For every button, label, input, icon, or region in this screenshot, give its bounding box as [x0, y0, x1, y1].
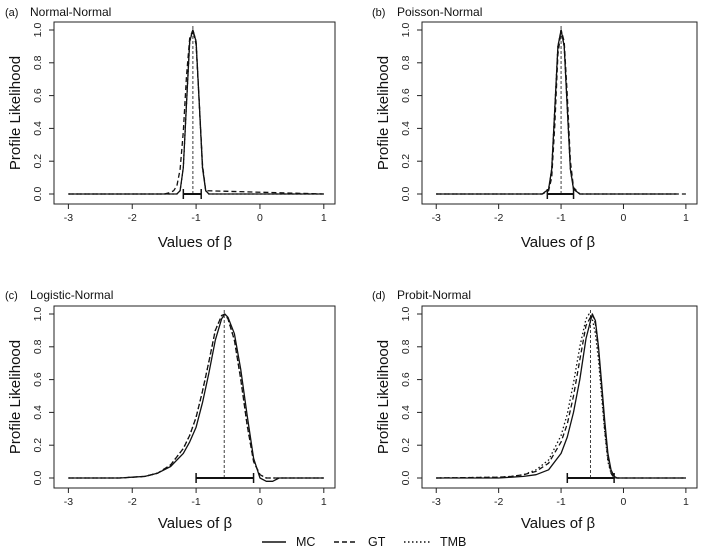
panel-b: (b) Poisson-Normal Values of β Profile L… — [372, 5, 698, 251]
x-tick-label: -2 — [494, 212, 503, 224]
panel-b-plot: -3 -2 -1 0 1 0.0 0.2 0.4 0.6 0.8 1.0 — [400, 23, 689, 224]
y-tick-label: 0.6 — [32, 372, 44, 387]
series-gt-line — [68, 29, 324, 195]
legend: MC GT TMB — [262, 535, 466, 549]
panel-c-xlabel: Values of β — [158, 515, 233, 532]
panel-a-frame — [53, 21, 336, 205]
x-tick-label: 1 — [683, 212, 689, 224]
series-tmb-line — [68, 313, 324, 479]
x-tick-label: -1 — [191, 212, 200, 224]
panel-d-xlabel: Values of β — [521, 515, 596, 532]
panel-a-title: Normal-Normal — [30, 5, 111, 19]
y-tick-label: 1.0 — [400, 23, 412, 38]
panel-d-frame — [421, 305, 698, 489]
panel-a: (a) Normal-Normal Values of β Profile Li… — [5, 5, 336, 251]
x-tick-label: 0 — [257, 496, 263, 508]
legend-tmb-label: TMB — [440, 535, 466, 549]
x-tick-label: 1 — [321, 212, 327, 224]
x-tick-label: -3 — [432, 212, 441, 224]
series-mc-line — [68, 29, 324, 195]
panel-d-label: (d) — [372, 290, 385, 302]
y-tick-label: 0.8 — [32, 339, 44, 354]
x-tick-label: -2 — [128, 212, 137, 224]
panel-d-title: Probit-Normal — [397, 288, 471, 302]
y-tick-label: 0.0 — [32, 187, 44, 202]
y-tick-label: 0.4 — [32, 121, 44, 136]
y-tick-label: 0.0 — [32, 471, 44, 486]
panel-a-xlabel: Values of β — [158, 234, 233, 251]
panel-a-label: (a) — [5, 7, 18, 19]
panel-b-ylabel: Profile Likelihood — [375, 56, 392, 170]
x-tick-label: 0 — [257, 212, 263, 224]
y-tick-label: 0.6 — [32, 88, 44, 103]
x-tick-label: -1 — [191, 496, 200, 508]
x-tick-label: -2 — [494, 496, 503, 508]
x-tick-label: 1 — [321, 496, 327, 508]
legend-gt-label: GT — [368, 535, 386, 549]
series-mc-line — [436, 313, 686, 479]
panel-d: (d) Probit-Normal Values of β Profile Li… — [372, 288, 698, 532]
panel-c: (c) Logistic-Normal Values of β Profile … — [5, 288, 336, 532]
y-tick-label: 0.0 — [400, 187, 412, 202]
series-tmb-line — [436, 29, 677, 195]
panel-b-frame — [421, 21, 698, 205]
panel-b-label: (b) — [372, 7, 385, 19]
x-tick-label: -3 — [64, 212, 73, 224]
x-tick-label: -1 — [556, 212, 565, 224]
y-tick-label: 0.4 — [400, 405, 412, 420]
panel-a-plot: -3 -2 -1 0 1 0.0 0.2 0.4 0.6 0.8 1.0 — [32, 23, 327, 224]
y-tick-label: 1.0 — [400, 307, 412, 322]
y-tick-label: 0.2 — [32, 438, 44, 453]
x-tick-label: -3 — [432, 496, 441, 508]
y-tick-label: 0.2 — [400, 438, 412, 453]
series-gt-line — [68, 313, 324, 479]
panel-d-plot: -3 -2 -1 0 1 0.0 0.2 0.4 0.6 0.8 1.0 — [400, 307, 689, 508]
y-tick-label: 1.0 — [32, 307, 44, 322]
x-tick-label: 1 — [683, 496, 689, 508]
panel-d-ylabel: Profile Likelihood — [375, 340, 392, 454]
panel-c-plot: -3 -2 -1 0 1 0.0 0.2 0.4 0.6 0.8 1.0 — [32, 307, 327, 508]
y-tick-label: 0.8 — [32, 55, 44, 70]
x-tick-label: 0 — [621, 212, 627, 224]
y-tick-label: 0.4 — [400, 121, 412, 136]
series-gt-line — [436, 313, 686, 479]
series-gt-line — [436, 29, 686, 195]
y-tick-label: 1.0 — [32, 23, 44, 38]
x-tick-label: -3 — [64, 496, 73, 508]
y-tick-label: 0.8 — [400, 55, 412, 70]
y-tick-label: 0.2 — [400, 154, 412, 169]
x-tick-label: -2 — [128, 496, 137, 508]
y-tick-label: 0.8 — [400, 339, 412, 354]
y-tick-label: 0.0 — [400, 471, 412, 486]
series-mc-line — [436, 29, 677, 195]
y-tick-label: 0.2 — [32, 154, 44, 169]
y-tick-label: 0.6 — [400, 88, 412, 103]
x-tick-label: -1 — [556, 496, 565, 508]
panel-a-ylabel: Profile Likelihood — [7, 56, 24, 170]
legend-mc-label: MC — [296, 535, 315, 549]
series-tmb-line — [68, 29, 324, 195]
panel-b-xlabel: Values of β — [521, 234, 596, 251]
panel-b-title: Poisson-Normal — [397, 5, 482, 19]
y-tick-label: 0.4 — [32, 405, 44, 420]
panel-c-frame — [53, 305, 336, 489]
y-tick-label: 0.6 — [400, 372, 412, 387]
x-tick-label: 0 — [621, 496, 627, 508]
panel-c-title: Logistic-Normal — [30, 288, 113, 302]
panel-c-ylabel: Profile Likelihood — [7, 340, 24, 454]
series-mc-line — [68, 313, 324, 482]
series-tmb-line — [436, 313, 686, 479]
panel-c-label: (c) — [5, 290, 18, 302]
